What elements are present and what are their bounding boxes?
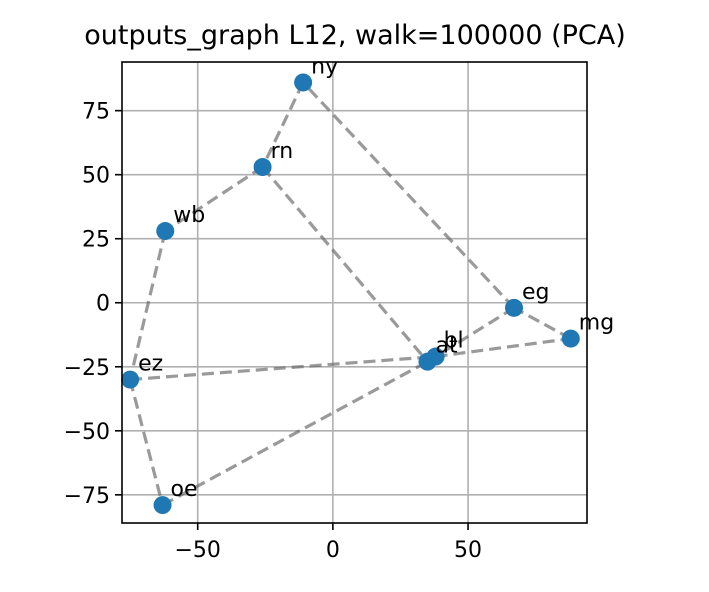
point-rn bbox=[253, 158, 272, 177]
y-tick-label: 75 bbox=[82, 100, 110, 125]
y-tick-label: −25 bbox=[64, 356, 110, 381]
point-label-mg: mg bbox=[579, 311, 614, 336]
point-label-at: at bbox=[435, 334, 457, 359]
point-label-ny: ny bbox=[311, 54, 338, 79]
edge-ez-bl bbox=[129, 354, 436, 382]
y-tick-label: 50 bbox=[82, 164, 110, 189]
point-ez bbox=[121, 370, 140, 389]
point-at bbox=[418, 352, 437, 371]
point-label-rn: rn bbox=[271, 139, 294, 164]
x-tick-label: 50 bbox=[454, 538, 482, 563]
point-eg bbox=[505, 298, 524, 317]
point-label-ez: ez bbox=[138, 352, 163, 377]
edge-bl-mg bbox=[435, 337, 571, 359]
grid-layer bbox=[122, 62, 587, 523]
point-label-bl: bl bbox=[444, 329, 464, 354]
y-tick-label: 25 bbox=[82, 228, 110, 253]
edge-ny-rn bbox=[261, 81, 305, 168]
edge-rn-wb bbox=[164, 165, 264, 233]
edge-wb-ez bbox=[128, 230, 167, 380]
y-tick-label: −75 bbox=[64, 484, 110, 509]
edge-ez-oe bbox=[128, 379, 165, 506]
point-mg bbox=[561, 329, 580, 348]
point-ny bbox=[294, 73, 313, 92]
point-oe bbox=[153, 496, 172, 515]
edge-eg-ny bbox=[301, 81, 516, 309]
x-tick-label: −50 bbox=[174, 538, 220, 563]
plot-frame bbox=[121, 61, 588, 524]
y-tick-label: 0 bbox=[96, 292, 110, 317]
x-tick-label: 0 bbox=[326, 538, 340, 563]
point-layer bbox=[121, 73, 580, 515]
point-wb bbox=[156, 222, 175, 241]
edge-rn-at bbox=[261, 165, 429, 363]
point-label-oe: oe bbox=[171, 477, 198, 502]
edge-mg-eg bbox=[513, 306, 572, 341]
chart-title: outputs_graph L12, walk=100000 (PCA) bbox=[84, 20, 626, 51]
point-label-wb: wb bbox=[173, 203, 205, 228]
edge-oe-at bbox=[161, 360, 429, 507]
edge-layer bbox=[128, 81, 572, 507]
y-tick-label: −50 bbox=[64, 420, 110, 445]
tick-layer: −50 0 50 75 50 25 0 −25 −50 −75 bbox=[64, 100, 482, 563]
point-label-eg: eg bbox=[522, 280, 550, 305]
